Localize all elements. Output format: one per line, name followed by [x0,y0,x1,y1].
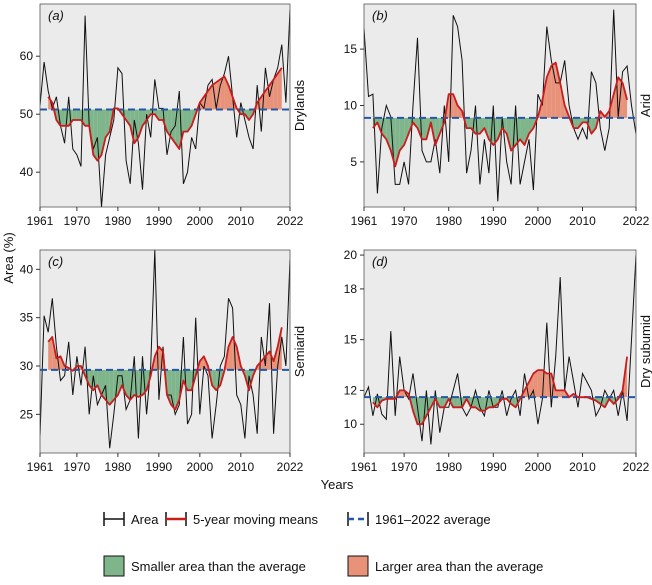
legend-average-label: 1961–2022 average [375,512,491,527]
panel-2-smaller-area-23-0 [467,118,471,128]
panel-2-xtick-label-1970: 1970 [391,214,418,228]
panel-1-xtick-label-2022: 2022 [277,214,304,228]
panel-3-xtick-label-1990: 1990 [146,460,173,474]
panel-4-larger-area-8-0 [400,390,404,397]
panel-2-background [364,4,636,207]
legend-item-area: Area [104,512,159,527]
panel-3-xtick-label-2022: 2022 [277,460,304,474]
panel-2-smaller-area-13-0 [422,118,426,139]
panel-1-smaller-area-5-0 [60,110,64,126]
legend-moving-label: 5-year moving means [193,512,318,527]
panel-4-ytick-label-12: 12 [344,383,358,397]
panel-3-ytick-label-25: 25 [20,407,34,421]
legend-item-larger: Larger area than the average [348,556,543,576]
panel-4-xtick-label-2010: 2010 [569,460,596,474]
panel-2-ytick-label-10: 10 [344,99,358,113]
panel-1-label: (a) [48,8,64,23]
panel-1-ytick-label-50: 50 [20,107,34,121]
legend-larger-swatch [348,556,368,576]
legend: Area 5-year moving means 1961–2022 avera… [104,512,543,576]
panel-4-larger-area-43-0 [556,390,560,397]
panel-2-xtick-label-1990: 1990 [480,214,507,228]
panel-3-ytick-label-35: 35 [20,311,34,325]
panel-4-label: (d) [372,254,388,269]
legend-item-moving: 5-year moving means [166,512,318,527]
panel-3-xtick-label-1961: 1961 [27,460,54,474]
legend-item-smaller: Smaller area than the average [104,556,306,576]
panel-3-background [40,250,290,453]
panel-4-xtick-label-1961: 1961 [351,460,378,474]
panel-3-xtick-label-1980: 1980 [105,460,132,474]
legend-area-label: Area [131,512,159,527]
legend-smaller-label: Smaller area than the average [131,559,306,574]
panel-4-title: Dry subumid [638,315,652,388]
panel-4-larger-area-44-0 [560,390,564,397]
panel-1-xtick-label-1990: 1990 [146,214,173,228]
panel-1-background [40,4,290,207]
panel-3-title: Semiarid [292,326,307,377]
panel-4-ytick-label-18: 18 [344,282,358,296]
panel-2: 1961 1970 1980 1990 2000 2010 2022 5 10 15 (b) Arid [344,4,652,228]
panel-1-smaller-area-35-0 [183,110,187,132]
panel-4-larger-area-39-0 [538,370,542,397]
panel-4-xtick-label-1970: 1970 [391,460,418,474]
panel-4-ytick-label-10: 10 [344,417,358,431]
legend-smaller-swatch [104,556,124,576]
panel-4-xtick-label-1990: 1990 [480,460,507,474]
panel-3-xtick-label-2000: 2000 [186,460,213,474]
panel-2-ytick-label-15: 15 [344,42,358,56]
panel-2-label: (b) [372,8,388,23]
panel-4: 1961 1970 1980 1990 2000 2010 2022 10 12 15 18 20 (d… [344,248,652,474]
legend-larger-label: Larger area than the average [375,559,543,574]
panel-1-xtick-label-2010: 2010 [227,214,254,228]
panel-1-ytick-label-60: 60 [20,49,34,63]
panel-2-xtick-label-2010: 2010 [569,214,596,228]
panel-3: 1961 1970 1980 1990 2000 2010 2022 25 30 35 40 (c) S… [20,250,307,474]
panel-1-xtick-label-1961: 1961 [27,214,54,228]
panel-4-xtick-label-2000: 2000 [525,460,552,474]
panel-1-xtick-label-1980: 1980 [105,214,132,228]
panel-1-smaller-area-29-0 [159,110,163,120]
panel-1-larger-area-44-0 [220,77,224,110]
panel-2-xtick-label-2022: 2022 [623,214,650,228]
panel-2-xtick-label-1980: 1980 [435,214,462,228]
panel-4-xtick-label-2022: 2022 [623,460,650,474]
panel-3-smaller-area-36-0 [188,370,192,390]
panel-1-xtick-label-2000: 2000 [186,214,213,228]
panel-2-xtick-label-2000: 2000 [525,214,552,228]
panel-3-ytick-label-30: 30 [20,359,34,373]
panel-2-xtick-label-1961: 1961 [351,214,378,228]
panel-3-xtick-label-2010: 2010 [227,460,254,474]
panel-4-background [364,250,636,453]
panel-3-label: (c) [48,254,63,269]
panel-2-title: Arid [638,94,652,117]
panel-4-xtick-label-1980: 1980 [435,460,462,474]
panel-2-ytick-label-5: 5 [350,155,357,169]
legend-item-average: 1961–2022 average [348,512,491,527]
panel-2-smaller-area-47-0 [574,118,578,128]
panel-3-xtick-label-1970: 1970 [64,460,91,474]
panel-1: 1961 1970 1980 1990 2000 2010 2022 40 50 60 (a) Dry… [20,4,307,228]
panel-1-ytick-label-40: 40 [20,165,34,179]
panel-1-smaller-area-9-0 [77,110,81,120]
panel-4-smaller-area-20-0 [453,397,457,407]
y-axis-title: Area (%) [1,232,16,283]
panel-4-smaller-area-17-0 [440,397,444,407]
x-axis-title: Years [321,477,354,492]
panel-4-ytick-label-20: 20 [344,248,358,262]
panel-1-xtick-label-1970: 1970 [64,214,91,228]
panel-4-ytick-label-15: 15 [344,333,358,347]
panel-1-smaller-area-8-0 [73,110,77,120]
panel-3-ytick-label-40: 40 [20,262,34,276]
legend-area-symbol [104,512,124,526]
panel-1-title: Drylands [292,79,307,131]
